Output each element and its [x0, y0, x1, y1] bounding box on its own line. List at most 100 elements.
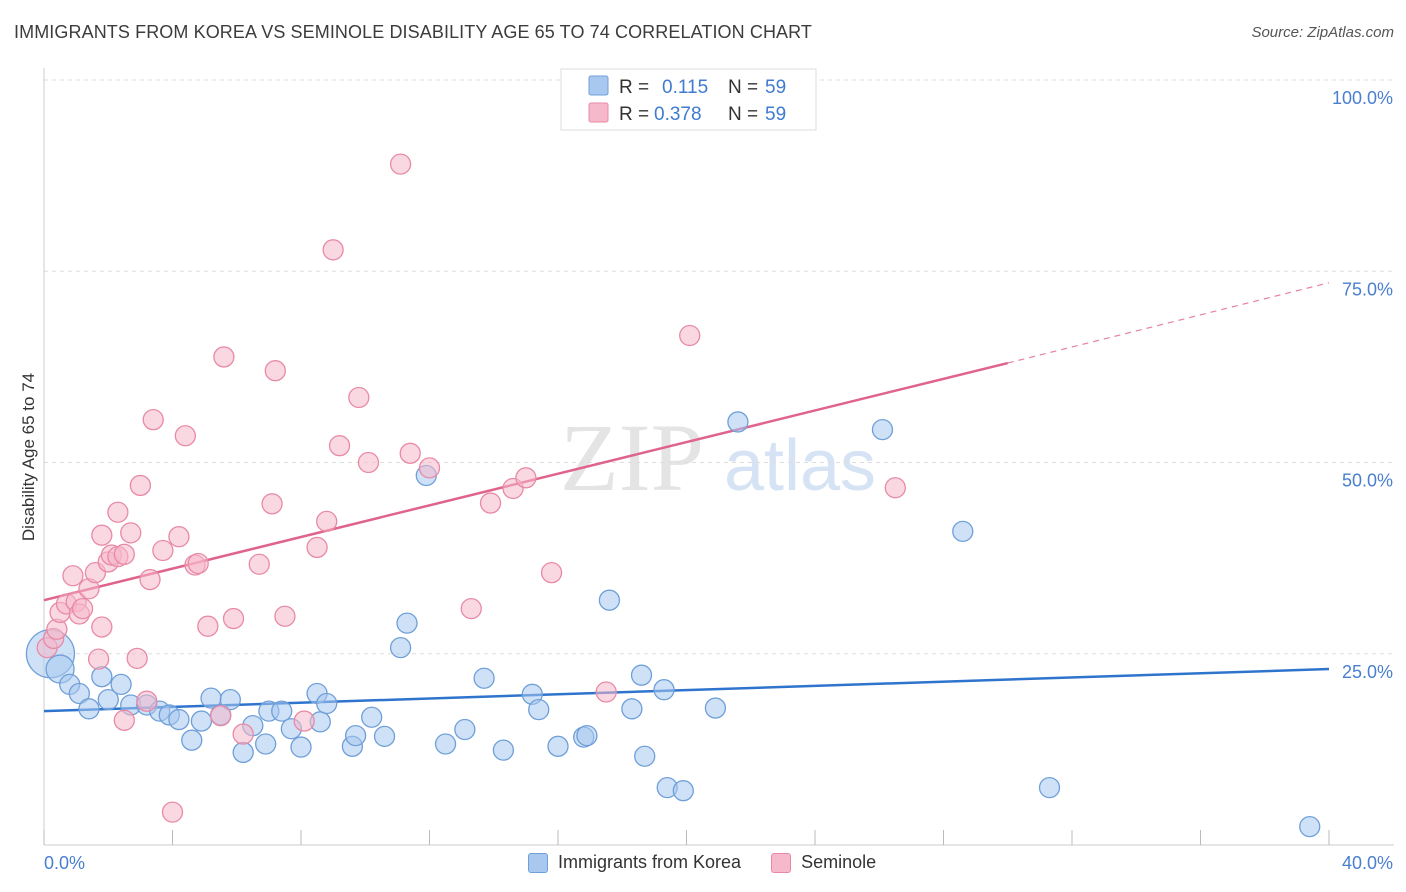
point-pink-58 — [884, 477, 906, 499]
point-blue-35 — [434, 733, 457, 755]
point-blue-24 — [290, 736, 312, 758]
point-pink-52 — [479, 492, 502, 514]
point-blue-33 — [396, 612, 418, 634]
point-pink-27 — [161, 801, 184, 823]
point-blue-48 — [653, 679, 675, 701]
point-pink-57 — [679, 324, 701, 347]
point-pink-21 — [126, 647, 148, 669]
legend-bottom: Immigrants from Korea Seminole — [528, 852, 906, 873]
point-blue-46 — [630, 664, 653, 686]
point-pink-24 — [139, 568, 161, 591]
point-pink-39 — [264, 360, 286, 382]
chart-title: IMMIGRANTS FROM KOREA VS SEMINOLE DISABI… — [14, 22, 813, 42]
point-pink-42 — [306, 536, 328, 559]
point-blue-22 — [271, 700, 293, 722]
point-blue-38 — [492, 739, 515, 761]
point-blue-18 — [232, 741, 254, 764]
point-pink-19 — [113, 709, 135, 731]
point-pink-50 — [418, 457, 441, 479]
point-blue-14 — [190, 710, 213, 732]
legend-r-label-pink: R = — [619, 104, 649, 125]
point-pink-28 — [168, 526, 190, 548]
point-blue-45 — [621, 698, 643, 720]
legend-n-label-blue: N = — [728, 77, 758, 98]
legend-n-value-pink: 59 — [765, 104, 786, 125]
point-pink-13 — [91, 616, 113, 638]
point-pink-11 — [87, 648, 110, 670]
point-pink-18 — [113, 543, 135, 565]
point-pink-37 — [248, 553, 270, 575]
point-blue-37 — [473, 667, 495, 689]
point-blue-50 — [672, 780, 694, 802]
point-blue-53 — [871, 418, 894, 441]
point-blue-55 — [1038, 776, 1061, 799]
point-blue-4 — [78, 698, 100, 720]
legend-label-seminole: Seminole — [801, 852, 877, 872]
x-tick-label-1: 40.0% — [1342, 853, 1393, 873]
x-tick-label-0: 0.0% — [44, 853, 85, 873]
point-pink-47 — [357, 451, 380, 474]
point-blue-31 — [373, 725, 396, 748]
point-pink-49 — [399, 442, 421, 464]
point-pink-54 — [515, 467, 537, 489]
data-points — [25, 153, 1321, 838]
point-pink-20 — [120, 522, 142, 544]
point-pink-40 — [274, 605, 296, 627]
legend-r-value-pink: 0.378 — [654, 104, 702, 125]
point-pink-41 — [293, 710, 315, 732]
point-blue-3 — [68, 682, 90, 705]
point-blue-52 — [727, 411, 749, 433]
point-blue-54 — [952, 520, 974, 542]
point-blue-36 — [454, 718, 476, 741]
point-pink-44 — [322, 239, 344, 261]
legend-label-korea: Immigrants from Korea — [558, 852, 742, 872]
legend-n-label-pink: N = — [728, 104, 758, 125]
point-blue-56 — [1299, 815, 1321, 838]
point-pink-48 — [389, 153, 412, 175]
legend-swatch-korea — [528, 852, 548, 873]
point-blue-44 — [598, 589, 621, 611]
point-blue-20 — [255, 733, 277, 755]
y-tick-label-2: 75.0% — [1342, 279, 1393, 299]
trend-line-blue — [43, 667, 1330, 713]
point-pink-5 — [62, 565, 84, 587]
point-blue-12 — [168, 708, 190, 731]
point-blue-29 — [344, 724, 367, 747]
point-pink-12 — [91, 524, 113, 546]
point-pink-55 — [540, 562, 563, 584]
y-axis-label: Disability Age 65 to 74 — [19, 373, 38, 541]
point-pink-31 — [187, 552, 209, 575]
point-blue-7 — [110, 673, 132, 695]
legend-swatch-seminole — [771, 852, 792, 873]
point-pink-29 — [174, 425, 197, 447]
point-pink-26 — [152, 539, 174, 562]
point-pink-45 — [328, 435, 351, 457]
point-pink-32 — [197, 615, 219, 637]
point-pink-36 — [232, 723, 254, 745]
grid — [44, 79, 1394, 655]
legend-item-korea: Immigrants from Korea — [528, 852, 741, 873]
point-blue-6 — [97, 689, 119, 711]
legend-swatch-pink — [588, 102, 609, 123]
point-pink-56 — [595, 681, 617, 703]
point-blue-40 — [528, 698, 550, 721]
point-pink-35 — [222, 607, 245, 630]
trend-extension-pink — [1007, 282, 1330, 364]
point-pink-38 — [261, 493, 283, 515]
legend-r-value-blue: 0.115 — [662, 77, 708, 98]
legend-item-seminole: Seminole — [771, 852, 876, 873]
legend-top: R = 0.115 N = 59 R = 0.378 N = 59 — [560, 68, 817, 131]
y-tick-label-1: 50.0% — [1342, 471, 1393, 491]
point-pink-46 — [348, 386, 370, 409]
axes — [43, 68, 1394, 846]
point-blue-17 — [219, 689, 241, 711]
point-blue-13 — [181, 729, 203, 751]
legend-r-label-blue: R = — [619, 77, 649, 98]
watermark-zip: ZIP — [560, 404, 704, 511]
watermark: ZIP atlas — [560, 404, 876, 511]
point-blue-30 — [361, 706, 383, 728]
point-pink-25 — [142, 409, 164, 431]
watermark-atlas: atlas — [724, 426, 876, 506]
legend-swatch-blue — [588, 75, 609, 96]
